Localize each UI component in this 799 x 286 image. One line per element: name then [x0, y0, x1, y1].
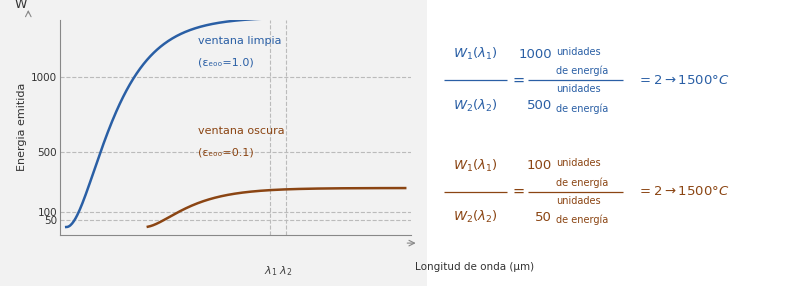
Text: Longitud de onda (μm): Longitud de onda (μm): [415, 263, 534, 272]
Text: $= 2 \rightarrow 1500°C$: $= 2 \rightarrow 1500°C$: [638, 185, 730, 198]
Y-axis label: Energia emitida: Energia emitida: [17, 83, 27, 172]
Text: ventana oscura: ventana oscura: [198, 126, 284, 136]
Text: de energía: de energía: [555, 215, 608, 225]
Text: de energía: de energía: [555, 177, 608, 188]
Text: $W_1(\lambda_1)$: $W_1(\lambda_1)$: [454, 46, 498, 62]
Text: W: W: [14, 0, 26, 11]
Text: $\lambda_2$: $\lambda_2$: [280, 265, 292, 278]
Text: (εₑₒₒ=1.0): (εₑₒₒ=1.0): [198, 57, 254, 67]
Text: unidades: unidades: [555, 47, 600, 57]
Text: $W_2(\lambda_2)$: $W_2(\lambda_2)$: [454, 98, 498, 114]
Text: (εₑₒₒ=0.1): (εₑₒₒ=0.1): [198, 147, 254, 157]
Text: 100: 100: [527, 159, 552, 172]
Text: 50: 50: [535, 211, 552, 224]
Text: de energía: de energía: [555, 66, 608, 76]
Text: ventana limpia: ventana limpia: [198, 36, 281, 46]
Text: $W_2(\lambda_2)$: $W_2(\lambda_2)$: [454, 209, 498, 225]
Text: unidades: unidades: [555, 196, 600, 206]
Text: 500: 500: [527, 99, 552, 112]
Text: de energía: de energía: [555, 103, 608, 114]
Text: $\lambda_1$: $\lambda_1$: [264, 265, 277, 278]
Text: $= 2 \rightarrow 1500°C$: $= 2 \rightarrow 1500°C$: [638, 74, 730, 87]
Text: =: =: [512, 73, 525, 88]
Text: =: =: [512, 184, 525, 199]
Text: unidades: unidades: [555, 84, 600, 94]
Text: unidades: unidades: [555, 158, 600, 168]
Text: $W_1(\lambda_1)$: $W_1(\lambda_1)$: [454, 158, 498, 174]
Text: 1000: 1000: [519, 48, 552, 61]
